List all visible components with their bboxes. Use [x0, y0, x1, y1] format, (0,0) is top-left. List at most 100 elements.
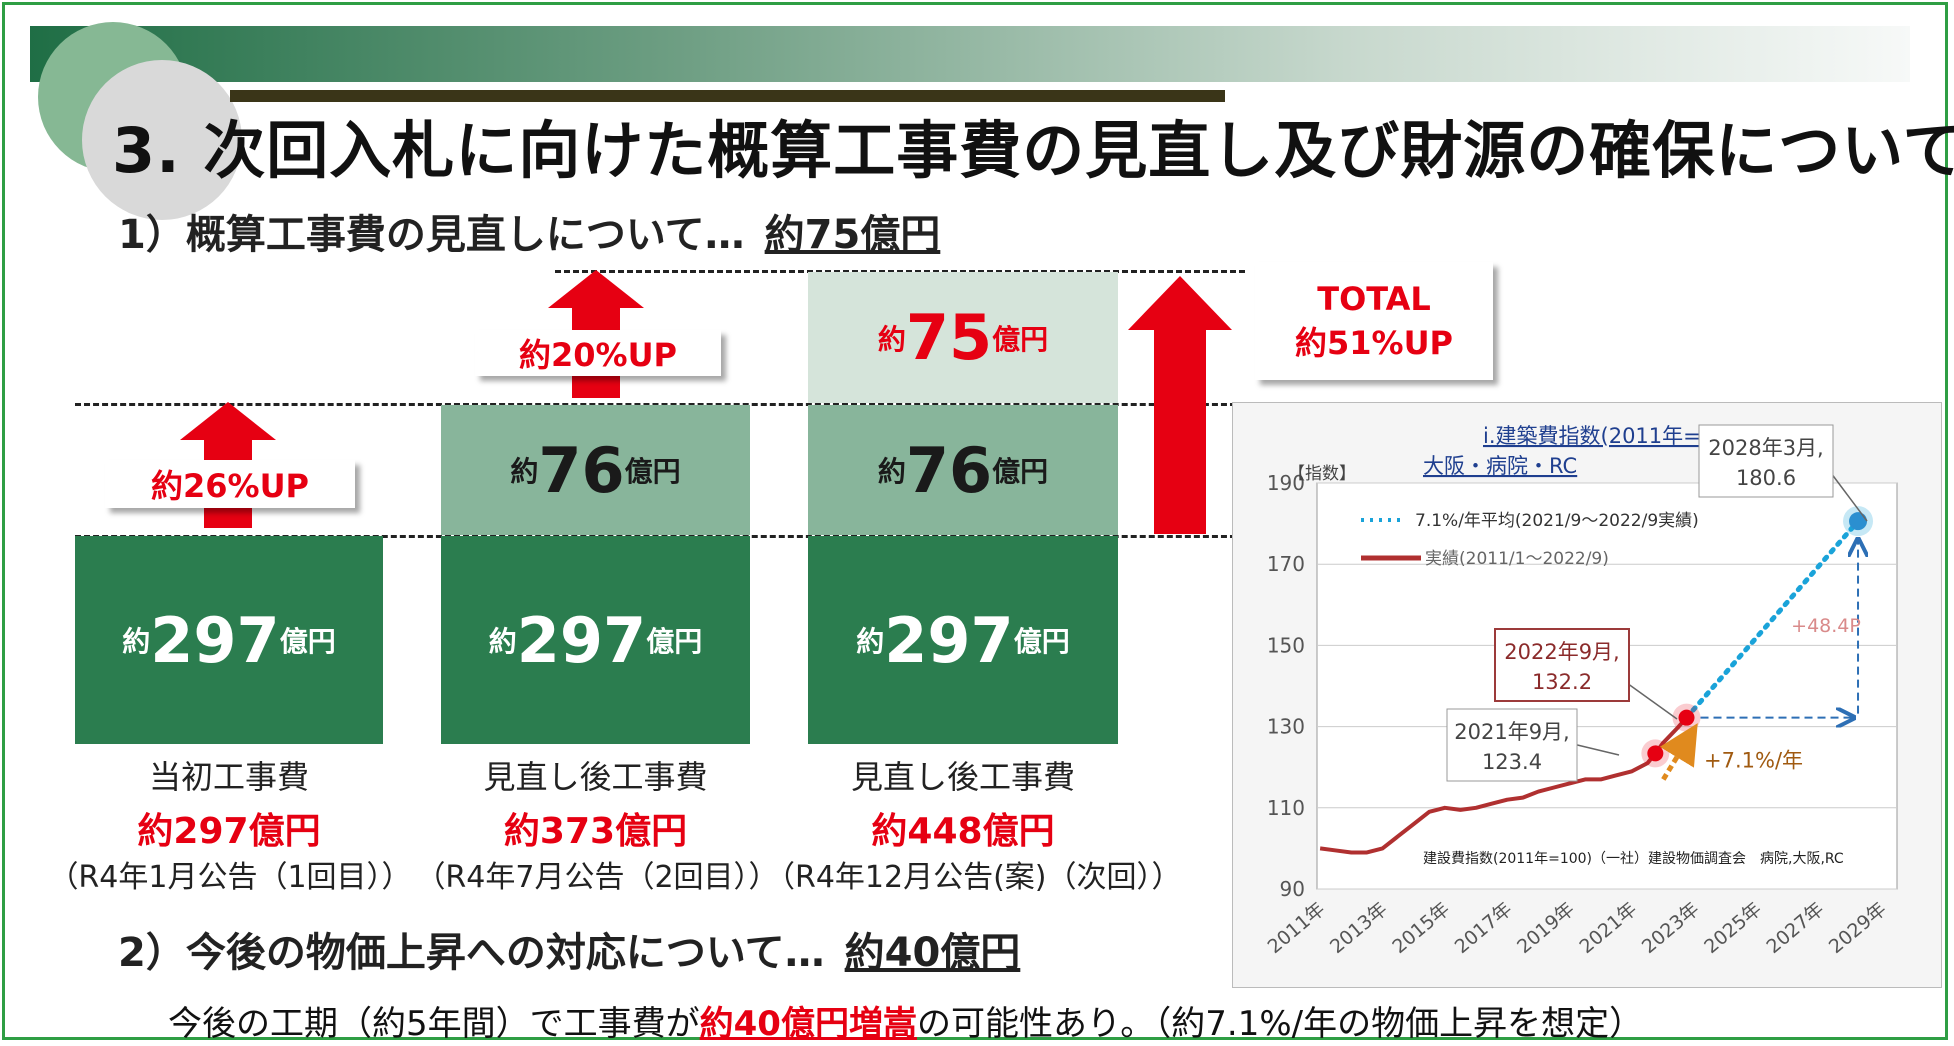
x-tick-label: 2013年 — [1326, 898, 1392, 958]
col2-add-block: 約 76 億円 — [441, 405, 750, 535]
col3-add2-value: 75 — [905, 301, 993, 374]
chart-subtitle: 大阪・病院・RC — [1423, 454, 1577, 478]
y-tick-label: 130 — [1267, 715, 1305, 739]
series-forecast-line — [1684, 518, 1861, 721]
rate-label: +7.1%/年 — [1704, 749, 1803, 773]
unit-suffix: 億円 — [1013, 625, 1070, 658]
up2-badge: 約20%UP — [475, 330, 721, 376]
price-index-chart: 90 110 130 150 170 190 2011年 2013年 2015年 2017年 20… — [1232, 402, 1942, 988]
unit-suffix: 億円 — [992, 455, 1049, 488]
annotation-2021-value: 123.4 — [1482, 750, 1542, 774]
section2-label: 2）今後の物価上昇への対応について… — [118, 930, 825, 976]
y-axis-label: 【指数】 — [1288, 464, 1356, 484]
unit-suffix: 億円 — [646, 625, 703, 658]
col2-label: 見直し後工事費 約373億円 — [421, 752, 770, 854]
footnote-post: の可能性あり。（約7.1%/年の物価上昇を想定） — [916, 1004, 1644, 1044]
x-tick-label: 2019年 — [1513, 898, 1579, 958]
dash-line-top — [555, 270, 1245, 273]
col1-note: （R4年1月公告（1回目）） — [48, 860, 412, 895]
point-2022 — [1678, 709, 1695, 726]
y-tick-label: 110 — [1267, 796, 1305, 820]
annotation-2021: 2021年9月, 123.4 — [1446, 708, 1620, 782]
total-badge: TOTAL 約51%UP — [1255, 262, 1493, 380]
section2-heading: 2）今後の物価上昇への対応について… 約40億円 — [118, 920, 1020, 978]
total-badge-line2: 約51%UP — [1294, 324, 1454, 362]
unit-prefix: 約 — [877, 322, 906, 356]
col2-base-block: 約 297 億円 — [441, 536, 750, 744]
footnote: 今後の工期（約5年間）で工事費が約40億円増嵩の可能性あり。（約7.1%/年の物… — [168, 996, 1643, 1045]
up1-arrow-icon — [180, 402, 276, 440]
unit-prefix: 約 — [122, 625, 151, 658]
annotation-2028-value: 180.6 — [1736, 466, 1796, 490]
unit-prefix: 約 — [877, 455, 906, 488]
header-circle-gray — [82, 60, 242, 220]
legend-actual-label: 実績(2011/1～2022/9) — [1425, 549, 1609, 569]
footnote-emph: 約40億円増嵩 — [699, 1004, 917, 1044]
section2-amount: 約40億円 — [844, 930, 1021, 976]
y-tick-label: 150 — [1267, 633, 1305, 657]
col1-name: 当初工事費 — [148, 758, 309, 796]
unit-prefix: 約 — [488, 625, 517, 658]
col1-total: 約297億円 — [137, 811, 321, 852]
annotation-2022-date: 2022年9月, — [1504, 640, 1619, 664]
col2-name: 見直し後工事費 — [483, 758, 708, 796]
annotation-2022: 2022年9月, 132.2 — [1494, 628, 1678, 720]
col1-base-value: 297 — [150, 603, 280, 677]
footnote-pre: 今後の工期（約5年間）で工事費が — [168, 1004, 700, 1044]
x-tick-label: 2025年 — [1700, 898, 1766, 958]
col3-base-value: 297 — [884, 603, 1014, 677]
col1-label: 当初工事費 約297億円 — [55, 752, 403, 854]
unit-suffix: 億円 — [279, 625, 336, 658]
annotation-2021-date: 2021年9月, — [1454, 720, 1569, 744]
total-up-arrow-shaft — [1154, 328, 1206, 534]
unit-suffix: 億円 — [624, 455, 681, 488]
col3-add-value: 76 — [905, 433, 993, 507]
x-tick-label: 2015年 — [1388, 898, 1454, 958]
x-tick-label: 2023年 — [1638, 898, 1704, 958]
unit-suffix: 億円 — [992, 322, 1049, 356]
col3-add2-block: 約 75 億円 — [808, 272, 1118, 403]
col3-label: 見直し後工事費 約448億円 — [788, 752, 1138, 854]
total-badge-line1: TOTAL — [1317, 280, 1431, 318]
increase-label: +48.4P — [1791, 615, 1861, 637]
point-2021 — [1647, 745, 1664, 762]
slide-title: 3. 次回入札に向けた概算工事費の見直し及び財源の確保について — [112, 114, 1954, 187]
y-tick-label: 90 — [1280, 877, 1305, 901]
x-tick-label: 2021年 — [1575, 898, 1641, 958]
dash-line-middle — [75, 403, 1245, 406]
unit-prefix: 約 — [510, 455, 539, 488]
annotation-2028: 2028年3月, 180.6 — [1698, 424, 1868, 522]
col2-total: 約373億円 — [503, 811, 688, 852]
x-tick-label: 2029年 — [1825, 898, 1891, 958]
col2-add-value: 76 — [538, 433, 625, 507]
point-2028 — [1849, 512, 1868, 531]
col3-total: 約448億円 — [871, 811, 1055, 852]
y-tick-label: 190 — [1267, 471, 1305, 495]
section1-amount: 約75億円 — [764, 212, 941, 258]
unit-prefix: 約 — [856, 625, 885, 658]
x-tick-label: 2027年 — [1763, 898, 1829, 958]
col2-note: （R4年7月公告（2回目）） — [415, 860, 779, 895]
col3-name: 見直し後工事費 — [850, 758, 1075, 796]
header-underline — [230, 90, 1225, 102]
total-up-arrow-icon — [1128, 276, 1232, 330]
legend-forecast-label: 7.1%/年平均(2021/9～2022/9実績) — [1415, 511, 1699, 531]
col1-base-block: 約 297 億円 — [75, 536, 383, 744]
col3-add-block: 約 76 億円 — [808, 405, 1118, 535]
chart-source: 建設費指数(2011年=100)（一社）建設物価調査会 病院,大阪,RC — [1423, 851, 1844, 867]
annotation-2022-value: 132.2 — [1532, 670, 1592, 694]
section1-label: 1）概算工事費の見直しについて… — [118, 212, 745, 258]
section1-heading: 1）概算工事費の見直しについて… 約75億円 — [118, 202, 940, 260]
col3-base-block: 約 297 億円 — [808, 536, 1118, 744]
col2-base-value: 297 — [516, 603, 647, 677]
series-actual-line — [1319, 716, 1689, 855]
x-tick-label: 2011年 — [1264, 898, 1330, 958]
up2-arrow-icon — [548, 270, 644, 308]
col3-note: （R4年12月公告(案)（次回）） — [765, 860, 1182, 895]
header-gradient-bar — [30, 26, 1910, 82]
up1-badge: 約26%UP — [105, 460, 355, 508]
y-tick-label: 170 — [1267, 552, 1305, 576]
x-tick-label: 2017年 — [1451, 898, 1517, 958]
